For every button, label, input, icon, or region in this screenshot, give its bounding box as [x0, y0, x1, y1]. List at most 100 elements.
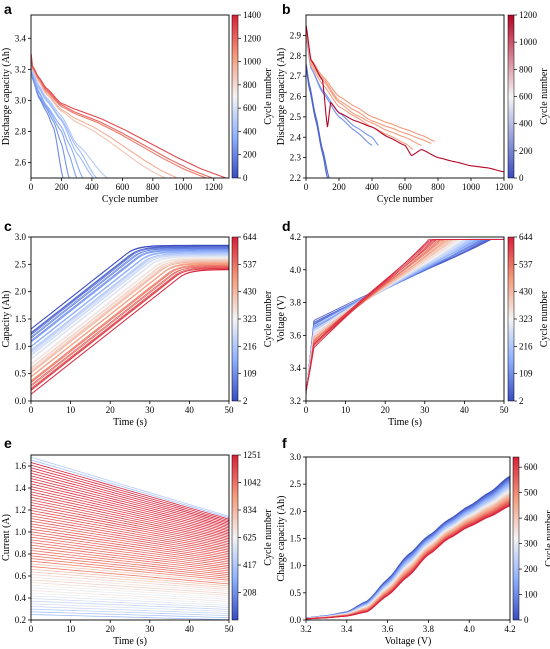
- colorbar-label: Cycle number: [539, 290, 550, 347]
- series-line: [31, 504, 229, 545]
- y-tick-label: 1.0: [15, 341, 27, 351]
- x-axis-label: Cycle number: [377, 194, 434, 205]
- x-tick-label: 40: [185, 405, 195, 415]
- series-group: [306, 238, 504, 395]
- series-line: [31, 267, 229, 391]
- series-line: [31, 247, 229, 336]
- series-line: [31, 536, 229, 565]
- colorbar-tick-label: 0: [519, 173, 524, 183]
- series-line: [31, 560, 229, 581]
- series-line: [31, 265, 229, 384]
- panel-f: 3.2 3.4 3.6 3.8 4.0 4.2 0.0 0.5 1.0 1.5 2.0 2.5 3.0 V…: [276, 435, 550, 647]
- colorbar: [507, 14, 515, 179]
- series-line: [31, 254, 229, 357]
- x-tick-label: 40: [185, 624, 195, 634]
- series-line: [306, 35, 379, 146]
- colorbar-tick-label: 1000: [519, 37, 538, 47]
- series-line: [31, 544, 229, 570]
- axes-frame: [30, 14, 230, 179]
- series-line: [31, 246, 229, 334]
- series-line: [31, 518, 229, 553]
- series-line: [31, 59, 94, 178]
- y-tick-label: 4.2: [290, 232, 301, 242]
- series-line: [31, 595, 229, 606]
- series-line: [306, 476, 510, 619]
- colorbar-tick-label: 216: [243, 341, 257, 351]
- series-line: [306, 505, 510, 620]
- y-tick-label: 1.0: [290, 561, 302, 571]
- x-tick-label: 1200: [205, 182, 224, 192]
- colorbar-tick-label: 537: [519, 259, 533, 269]
- y-tick-label: 4.0: [290, 265, 302, 275]
- series-line: [31, 488, 229, 535]
- series-line: [31, 255, 229, 355]
- series-line: [31, 579, 229, 594]
- y-tick-label: 1.5: [15, 314, 27, 324]
- y-tick-label: 2.6: [15, 157, 27, 167]
- y-tick-label: 0.0: [290, 615, 302, 625]
- series-line: [31, 63, 78, 178]
- y-tick-label: 2.2: [290, 173, 301, 183]
- colorbar-tick-label: 800: [243, 80, 257, 90]
- x-tick-label: 400: [85, 182, 99, 192]
- y-tick-label: 3.0: [15, 232, 27, 242]
- series-line: [31, 246, 229, 334]
- y-axis-label: Capacity (Ah): [1, 291, 12, 348]
- y-tick-label: 0.8: [15, 549, 27, 559]
- series-line: [31, 462, 229, 520]
- x-tick-label: 3.2: [300, 624, 311, 634]
- series-line: [31, 512, 229, 549]
- series-line: [31, 252, 229, 352]
- series-line: [31, 568, 229, 587]
- x-tick-label: 200: [332, 182, 346, 192]
- series-line: [31, 534, 229, 563]
- y-tick-label: 1.2: [15, 505, 26, 515]
- x-tick-label: 800: [431, 182, 445, 192]
- panel-e: 0 10 20 30 40 50 0.2 0.4 0.6 0.8 1.0 1.2 1.4 1.6 Time …: [1, 435, 274, 647]
- series-line: [31, 523, 229, 556]
- colorbar-tick-label: 0: [243, 173, 248, 183]
- y-tick-label: 3.6: [290, 330, 302, 340]
- x-tick-label: 50: [225, 624, 235, 634]
- series-line: [306, 67, 328, 178]
- x-tick-label: 20: [106, 624, 116, 634]
- x-tick-label: 3.6: [382, 624, 394, 634]
- series-line: [31, 510, 229, 548]
- y-tick-label: 3.4: [15, 33, 27, 43]
- series-line: [31, 566, 229, 585]
- y-tick-label: 2.3: [290, 153, 302, 163]
- series-line: [31, 261, 229, 373]
- colorbar-tick-label: 1251: [243, 450, 261, 460]
- colorbar-tick-label: 109: [519, 369, 533, 379]
- colorbar: [231, 14, 239, 179]
- series-line: [31, 494, 229, 538]
- series-line: [306, 29, 435, 142]
- series-group: [306, 25, 504, 178]
- y-tick-label: 1.0: [15, 527, 27, 537]
- series-line: [306, 33, 414, 150]
- colorbar-tick-label: 600: [519, 92, 533, 102]
- colorbar-tick-label: 644: [519, 232, 533, 242]
- series-line: [31, 59, 97, 178]
- x-tick-label: 10: [341, 405, 351, 415]
- panel-a: 0 200 400 600 800 1000 1200 2.6 2.8 3.0 3.2 3.4 Cycl…: [1, 1, 274, 205]
- series-line: [31, 611, 229, 619]
- series-group: [306, 475, 510, 620]
- series-line: [31, 531, 229, 561]
- y-tick-label: 1.5: [290, 534, 302, 544]
- series-line: [306, 489, 510, 619]
- series-line: [31, 464, 229, 522]
- colorbar: [512, 456, 520, 621]
- series-line: [306, 488, 510, 619]
- x-tick-label: 30: [420, 405, 430, 415]
- x-tick-label: 400: [365, 182, 379, 192]
- series-line: [31, 587, 229, 600]
- colorbar-tick-label: 0: [524, 615, 529, 625]
- series-line: [31, 598, 229, 608]
- series-line: [31, 520, 229, 554]
- colorbar-tick-label: 2: [519, 396, 524, 406]
- series-line: [31, 542, 229, 568]
- y-tick-label: 3.4: [290, 363, 302, 373]
